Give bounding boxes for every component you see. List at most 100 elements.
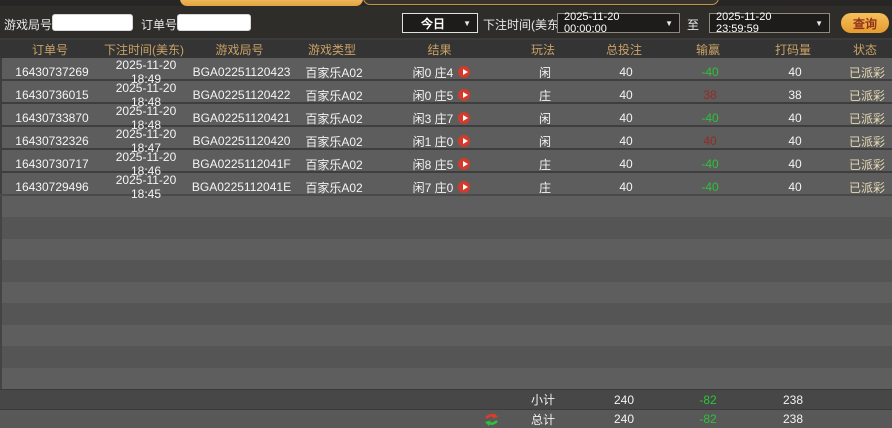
bet-time: 2025-11-20 18:47 [115,127,177,155]
subtotal-row: 小计 240 -82 238 [0,389,892,409]
turnover-value: 40 [788,65,802,79]
winloss-value: -40 [701,111,719,125]
round-no: BGA0225112041F [192,157,291,171]
date-range-value: 今日 [421,16,446,31]
game-round-input[interactable] [52,14,133,31]
winloss-value: 40 [703,134,717,148]
swap-refresh-icon[interactable] [483,411,500,428]
turnover-value: 40 [788,157,802,171]
bet-time: 2025-11-20 18:45 [115,173,177,201]
result-cell: 闲0 庄4 [375,64,508,81]
bet-time: 2025-11-20 18:48 [115,104,177,132]
tab-strip [0,0,892,6]
result-text: 闲7 庄0 [412,180,454,195]
result-cell: 闲7 庄0 [375,179,508,196]
subtotal-bet: 240 [613,392,635,407]
play-icon[interactable] [458,66,471,78]
result-cell: 闲8 庄5 [375,156,508,173]
winloss-value: -40 [701,157,719,171]
status-badge: 已派彩 [848,157,885,172]
play-type: 闲 [538,65,551,80]
game-type: 百家乐A02 [305,88,363,103]
result-text: 闲0 庄5 [412,88,454,103]
round-no: BGA02251120421 [192,111,291,125]
total-bet: 40 [619,134,633,148]
col-header-turnover: 打码量 [774,42,811,57]
bet-time: 2025-11-20 18:49 [115,58,177,86]
col-header-status: 状态 [852,42,877,57]
col-header-winloss: 输赢 [695,42,720,57]
chevron-down-icon: ▼ [463,18,471,28]
col-header-round: 游戏局号 [215,42,264,57]
col-header-order: 订单号 [31,42,68,57]
result-cell: 闲3 庄7 [375,110,508,127]
total-bet: 40 [619,157,633,171]
bet-time: 2025-11-20 18:48 [115,81,177,109]
order-no-input[interactable] [177,14,251,31]
game-type: 百家乐A02 [305,157,363,172]
table-row: 16430732326 2025-11-20 18:47 BGA02251120… [2,127,892,155]
play-type: 闲 [538,134,551,149]
col-header-time: 下注时间(美东) [104,42,184,57]
round-no: BGA02251120423 [192,65,291,79]
search-button[interactable]: 查询 [841,13,889,33]
order-no: 16430729496 [15,180,89,194]
game-type: 百家乐A02 [305,180,363,195]
turnover-value: 40 [788,134,802,148]
play-type: 庄 [538,180,551,195]
play-icon[interactable] [458,135,471,147]
play-icon[interactable] [458,181,471,193]
table-row: 16430736015 2025-11-20 18:48 BGA02251120… [2,81,892,109]
total-turnover: 238 [782,412,804,426]
play-icon[interactable] [458,158,471,170]
status-badge: 已派彩 [848,134,885,149]
total-bet: 40 [619,111,633,125]
turnover-value: 40 [788,111,802,125]
order-no-label: 订单号 [141,18,178,32]
total-bet: 40 [619,65,633,79]
total-winloss: -82 [699,412,717,426]
bet-time-label: 下注时间(美东) [483,18,563,32]
status-badge: 已派彩 [848,65,885,80]
game-round-label: 游戏局号 [4,18,53,32]
chevron-down-icon: ▼ [815,18,823,28]
table-row: 16430737269 2025-11-20 18:49 BGA02251120… [2,58,892,86]
inactive-tab-remnant[interactable] [363,0,719,5]
play-icon[interactable] [458,112,471,124]
active-tab-remnant[interactable] [180,0,363,6]
table-row: 16430733870 2025-11-20 18:48 BGA02251120… [2,104,892,132]
subtotal-winloss: -82 [699,392,717,407]
table-body: 16430737269 2025-11-20 18:49 BGA02251120… [0,58,892,201]
end-time-picker[interactable]: 2025-11-20 23:59:59 ▼ [709,11,830,35]
date-range-select[interactable]: 今日 ▼ [402,13,478,33]
round-no: BGA02251120420 [192,134,291,148]
filter-bar: 游戏局号 订单号 今日 ▼ 下注时间(美东) 2025-11-20 00:00:… [0,6,892,38]
status-badge: 已派彩 [848,180,885,195]
col-header-game: 游戏类型 [307,42,356,57]
total-bet: 40 [619,180,633,194]
table-header-row: 订单号 下注时间(美东) 游戏局号 游戏类型 结果 玩法 总投注 输赢 打码量 … [0,40,892,58]
start-time-value: 2025-11-20 00:00:00 [564,11,620,35]
col-header-play: 玩法 [530,42,555,57]
total-bet: 240 [613,412,635,426]
order-no: 16430733870 [15,111,89,125]
turnover-value: 40 [788,180,802,194]
play-icon[interactable] [458,89,471,101]
subtotal-label: 小计 [530,393,555,407]
to-label: 至 [687,18,700,32]
order-no: 16430732326 [15,134,89,148]
game-type: 百家乐A02 [305,134,363,149]
status-badge: 已派彩 [848,111,885,126]
game-type: 百家乐A02 [305,111,363,126]
empty-rows-area [0,196,892,389]
winloss-value: -40 [701,180,719,194]
total-bet: 40 [619,88,633,102]
result-text: 闲0 庄4 [412,65,454,80]
subtotal-turnover: 238 [782,392,804,407]
status-badge: 已派彩 [848,88,885,103]
start-time-picker[interactable]: 2025-11-20 00:00:00 ▼ [557,11,680,35]
total-label: 总计 [530,412,555,427]
result-text: 闲8 庄5 [412,157,454,172]
divider [0,38,892,40]
bet-time: 2025-11-20 18:46 [115,150,177,178]
